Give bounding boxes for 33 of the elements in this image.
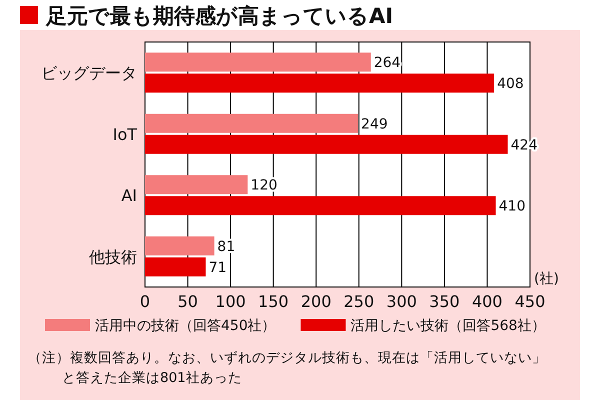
legend-label: 活用中の技術（回答450社） — [95, 318, 276, 334]
legend-label: 活用したい技術（回答568社） — [350, 318, 546, 334]
bar — [145, 175, 248, 194]
x-tick-label: 50 — [178, 292, 198, 311]
y-tick-label: 他技術 — [89, 247, 137, 266]
data-label: 71 — [208, 260, 227, 276]
chart-title: 足元で最も期待感が高まっているAI — [45, 4, 394, 28]
x-tick-label: 0 — [140, 292, 150, 311]
bar — [145, 134, 508, 154]
x-tick-label: 300 — [386, 292, 417, 311]
data-label: 410 — [498, 198, 526, 215]
x-tick-label: 250 — [344, 292, 374, 311]
data-label: 264 — [374, 55, 401, 72]
x-tick-label: 100 — [215, 292, 246, 311]
bar — [145, 74, 494, 93]
bar — [145, 52, 371, 72]
bar — [145, 257, 206, 276]
y-tick-label: IoT — [112, 124, 138, 144]
x-tick-label: 450 — [514, 292, 546, 311]
text: （注）複数回答あり。なお、いずれのデジタル技術も、現在は「活用していない」 — [28, 350, 546, 366]
x-tick-label: 400 — [472, 292, 502, 311]
y-tick-label: ビッグデータ — [41, 64, 137, 83]
text: と答えた企業は801社あった — [62, 370, 242, 386]
x-axis-title: (社) — [534, 271, 559, 287]
data-label: 408 — [497, 76, 524, 92]
data-label: 249 — [361, 116, 388, 132]
x-tick-label: 150 — [258, 292, 289, 311]
x-tick-label: 350 — [429, 292, 460, 311]
bar — [145, 236, 214, 256]
bar — [145, 114, 358, 133]
y-tick-label: AI — [121, 186, 137, 206]
bar — [145, 196, 496, 216]
x-tick-label: 200 — [300, 292, 332, 311]
